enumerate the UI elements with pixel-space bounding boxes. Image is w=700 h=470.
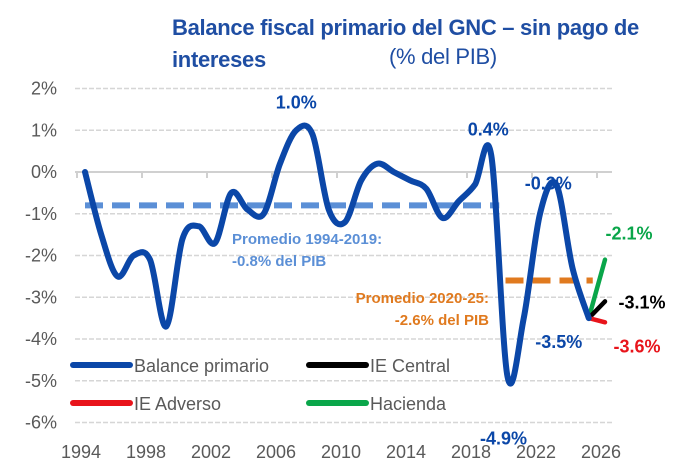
- data-label: -3.1%: [618, 292, 665, 312]
- chart-title-unit: (% del PIB): [389, 44, 497, 70]
- x-tick-label: 2006: [256, 442, 296, 462]
- average-annotation-line2: -0.8% del PIB: [232, 253, 326, 270]
- legend-label: Balance primario: [134, 356, 269, 376]
- average-annotation-line1: Promedio 1994-2019:: [232, 231, 382, 248]
- x-tick-label: 2026: [581, 442, 621, 462]
- y-tick-label: 0%: [31, 162, 57, 182]
- data-label: 0.4%: [468, 119, 509, 139]
- y-tick-label: -4%: [25, 329, 57, 349]
- series-line-balance-primario: [82, 122, 592, 387]
- data-label: -2.1%: [605, 224, 652, 244]
- legend-label: IE Adverso: [134, 394, 221, 414]
- x-tick-label: 2014: [386, 442, 426, 462]
- chart-title-line1: Balance fiscal primario del GNC – sin pa…: [172, 12, 658, 76]
- data-label: 1.0%: [276, 92, 317, 112]
- data-label: -3.6%: [613, 336, 660, 356]
- x-tick-label: 1994: [61, 442, 101, 462]
- y-tick-label: -3%: [25, 287, 57, 307]
- data-label: -4.9%: [480, 429, 527, 449]
- title-unit: (% del PIB): [389, 44, 497, 69]
- y-tick-label: -5%: [25, 371, 57, 391]
- x-tick-label: 2022: [516, 442, 556, 462]
- chart-title: Balance fiscal primario del GNC – sin pa…: [172, 15, 639, 72]
- y-tick-label: 2%: [31, 79, 57, 99]
- x-tick-label: 2010: [321, 442, 361, 462]
- x-tick-label: 2018: [451, 442, 491, 462]
- average-annotation-line1: Promedio 2020-25:: [356, 290, 489, 307]
- data-label: -3.5%: [535, 332, 582, 352]
- legend-label: Hacienda: [370, 394, 447, 414]
- x-tick-label: 1998: [126, 442, 166, 462]
- data-label: -0.3%: [525, 174, 572, 194]
- y-tick-label: -6%: [25, 413, 57, 433]
- average-annotation-line2: -2.6% del PIB: [395, 312, 489, 329]
- y-tick-label: 1%: [31, 120, 57, 140]
- legend-label: IE Central: [370, 356, 450, 376]
- y-tick-label: -2%: [25, 246, 57, 266]
- y-tick-label: -1%: [25, 204, 57, 224]
- x-tick-label: 2002: [191, 442, 231, 462]
